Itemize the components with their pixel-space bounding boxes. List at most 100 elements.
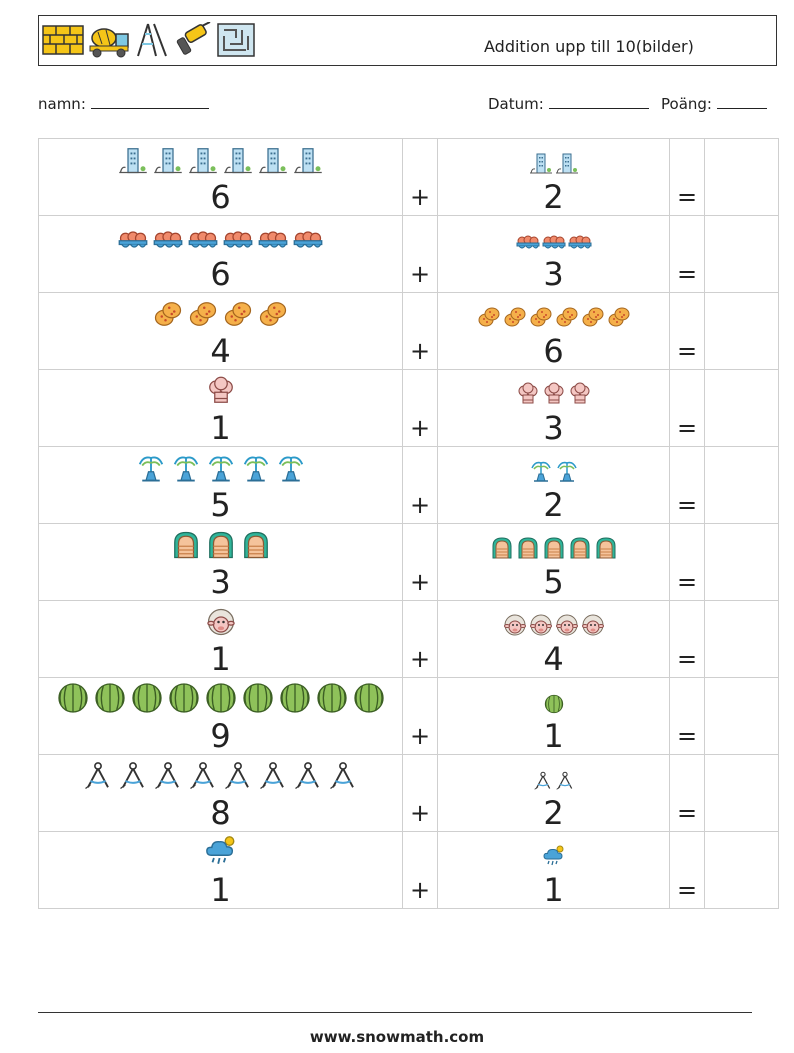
cookie-icon — [223, 299, 253, 329]
second-addend-cell: 1 — [437, 831, 670, 909]
score-field[interactable]: Poäng: — [661, 94, 767, 113]
egg-tray-icon — [118, 227, 148, 252]
problem-grid: 6 +2 = 6 +3 = 4 +6 = 1 +3 = 5 +2 = 3 +5 = 1 +4 = 9 +1 = 8 +2 = 1 +1 = — [38, 138, 779, 909]
problem-row: 9 +1 = — [38, 677, 779, 755]
equals-sign: = — [676, 722, 698, 750]
first-addend-cell: 3 — [38, 523, 403, 601]
plus-cell: + — [402, 754, 438, 832]
score-label: Poäng: — [661, 95, 712, 113]
equals-sign: = — [676, 337, 698, 365]
compass-icon — [153, 761, 183, 791]
plus-sign: + — [409, 337, 431, 365]
answer-cell[interactable] — [704, 215, 779, 293]
watermelon-icon — [131, 682, 163, 714]
second-addend-cell: 2 — [437, 754, 670, 832]
problem-row: 1 +4 = — [38, 600, 779, 678]
arch-window-icon — [542, 536, 566, 560]
plus-sign: + — [409, 722, 431, 750]
addend-number: 1 — [210, 640, 231, 678]
plus-sign: + — [409, 568, 431, 596]
sheep-icon — [529, 613, 553, 637]
name-line[interactable] — [90, 94, 209, 109]
plus-sign: + — [409, 645, 431, 673]
compass-icon — [293, 761, 323, 791]
first-addend-cell: 6 — [38, 138, 403, 216]
addend-number: 4 — [543, 640, 564, 678]
watermelon-icon — [279, 682, 311, 714]
chef-hat-icon — [542, 382, 566, 406]
plus-cell: + — [402, 138, 438, 216]
buildings-icon — [529, 151, 553, 175]
answer-cell[interactable] — [704, 677, 779, 755]
answer-cell[interactable] — [704, 831, 779, 909]
compass-icon — [328, 761, 358, 791]
answer-cell[interactable] — [704, 138, 779, 216]
cookie-icon — [529, 305, 553, 329]
equals-sign: = — [676, 568, 698, 596]
answer-cell[interactable] — [704, 600, 779, 678]
second-addend-cell: 2 — [437, 446, 670, 524]
answer-cell[interactable] — [704, 292, 779, 370]
problem-row: 6 +2 = — [38, 138, 779, 216]
compass-icon — [258, 761, 288, 791]
equals-sign: = — [676, 491, 698, 519]
cement-truck-icon — [89, 28, 129, 58]
plus-cell: + — [402, 523, 438, 601]
name-label: namn: — [38, 95, 86, 113]
date-label: Datum: — [488, 95, 544, 113]
cookie-icon — [581, 305, 605, 329]
watermelon-icon — [168, 682, 200, 714]
compass-icon — [83, 761, 113, 791]
date-field[interactable]: Datum: — [488, 94, 649, 113]
answer-cell[interactable] — [704, 369, 779, 447]
watermelon-icon — [57, 682, 89, 714]
plus-cell: + — [402, 446, 438, 524]
problem-row: 5 +2 = — [38, 446, 779, 524]
addend-number: 3 — [543, 409, 564, 447]
compass-icon — [118, 761, 148, 791]
egg-tray-icon — [188, 227, 218, 252]
plus-sign: + — [409, 876, 431, 904]
answer-cell[interactable] — [704, 523, 779, 601]
cookie-icon — [503, 305, 527, 329]
first-addend-cell: 1 — [38, 600, 403, 678]
date-line[interactable] — [548, 94, 649, 109]
equals-cell: = — [669, 754, 705, 832]
problem-row: 3 +5 = — [38, 523, 779, 601]
cookie-icon — [555, 305, 579, 329]
addend-number: 8 — [210, 794, 231, 832]
name-field[interactable]: namn: — [38, 94, 209, 113]
compass-icon — [188, 761, 218, 791]
footer-divider — [38, 1012, 752, 1013]
problem-row: 8 +2 = — [38, 754, 779, 832]
answer-cell[interactable] — [704, 446, 779, 524]
second-addend-cell: 3 — [437, 215, 670, 293]
plus-sign: + — [409, 260, 431, 288]
answer-cell[interactable] — [704, 754, 779, 832]
drill-icon — [176, 22, 211, 55]
cookie-icon — [188, 299, 218, 329]
addend-number: 5 — [543, 563, 564, 601]
addend-number: 6 — [210, 178, 231, 216]
equals-cell: = — [669, 831, 705, 909]
worksheet-header: Addition upp till 10(bilder) — [38, 15, 777, 66]
header-icons — [42, 22, 256, 58]
equals-cell: = — [669, 446, 705, 524]
addend-number: 1 — [210, 871, 231, 909]
addend-number: 9 — [210, 717, 231, 755]
egg-tray-icon — [223, 227, 253, 252]
watermelon-icon — [544, 694, 564, 714]
buildings-icon — [118, 145, 148, 175]
rain-cloud-icon — [204, 834, 238, 868]
watermelon-icon — [94, 682, 126, 714]
fountain-icon — [206, 453, 236, 483]
first-addend-cell: 1 — [38, 831, 403, 909]
first-addend-cell: 4 — [38, 292, 403, 370]
score-line[interactable] — [716, 94, 767, 109]
problem-row: 1 +3 = — [38, 369, 779, 447]
arch-window-icon — [568, 536, 592, 560]
equals-cell: = — [669, 292, 705, 370]
addend-number: 6 — [210, 255, 231, 293]
ladder-icon — [137, 23, 167, 57]
equals-cell: = — [669, 215, 705, 293]
